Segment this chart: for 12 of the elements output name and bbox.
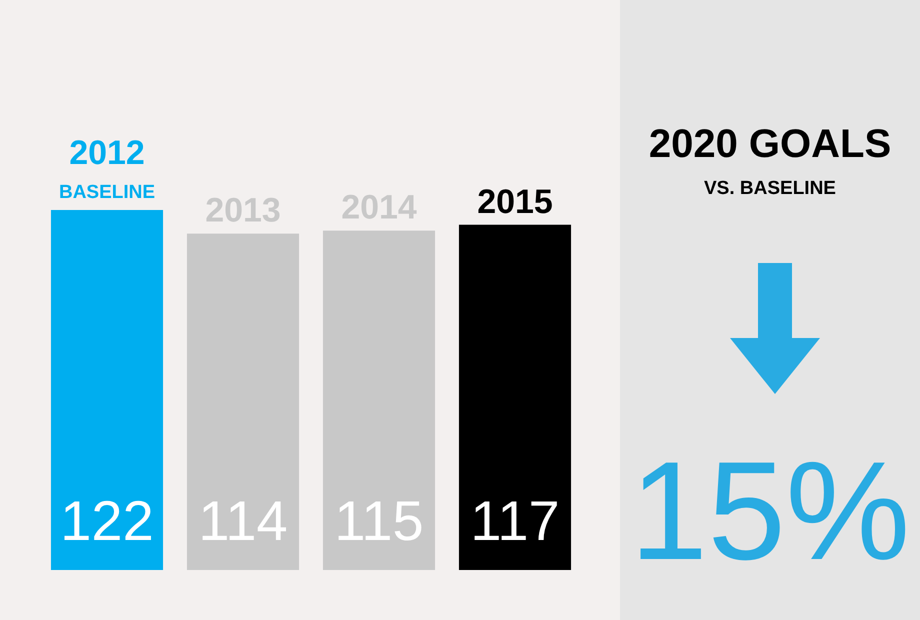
x-tick-label: 2015 <box>477 182 553 221</box>
data-label: 117 <box>470 489 560 552</box>
bar <box>458 224 572 570</box>
bar <box>50 210 164 570</box>
bar <box>186 234 300 570</box>
text: VS. BASELINE <box>703 178 837 200</box>
x-tick-label: 2012 <box>69 134 145 172</box>
data-label: 122 <box>60 489 154 552</box>
text: BASELINE <box>58 182 156 203</box>
bar <box>322 230 436 570</box>
text: 2020 GOALS <box>648 122 892 167</box>
text: 15% <box>628 431 912 591</box>
